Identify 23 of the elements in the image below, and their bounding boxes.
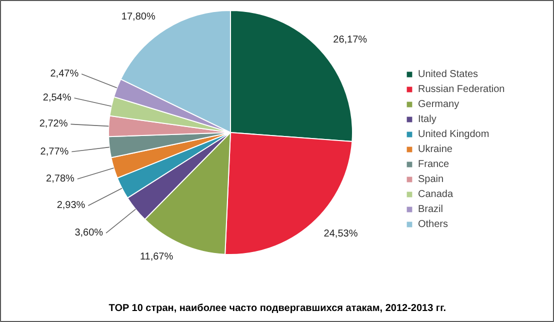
text: TOP 10 стран, наиболее часто подвергавшихся атакам, 2012-2013 гг.: [108, 303, 446, 314]
legend-label: Germany: [418, 98, 460, 110]
legend-label: Others: [418, 218, 448, 230]
legend-label: Brazil: [418, 203, 444, 215]
data-label: 3,60%: [74, 228, 104, 239]
legend-label: France: [418, 158, 450, 170]
legend-label: Spain: [418, 173, 444, 185]
data-label: 2,77%: [40, 146, 69, 158]
legend-label: Italy: [418, 113, 438, 125]
legend-label: United States: [418, 68, 478, 80]
data-label: 2,72%: [39, 118, 68, 130]
data-label: 24,53%: [324, 228, 358, 240]
data-label: 11,67%: [140, 252, 174, 263]
legend-label: Ukraine: [418, 143, 452, 155]
data-label: 2,54%: [42, 92, 72, 104]
data-label: 2,78%: [46, 174, 75, 185]
legend-label: Russian Federation: [418, 83, 505, 95]
legend-label: Canada: [418, 188, 454, 200]
legend-label: United Kingdom: [418, 128, 490, 140]
data-label: 2,47%: [50, 68, 79, 80]
data-label: 17,80%: [121, 12, 156, 23]
data-label: 2,93%: [56, 200, 86, 212]
data-label: 26,17%: [333, 34, 368, 46]
